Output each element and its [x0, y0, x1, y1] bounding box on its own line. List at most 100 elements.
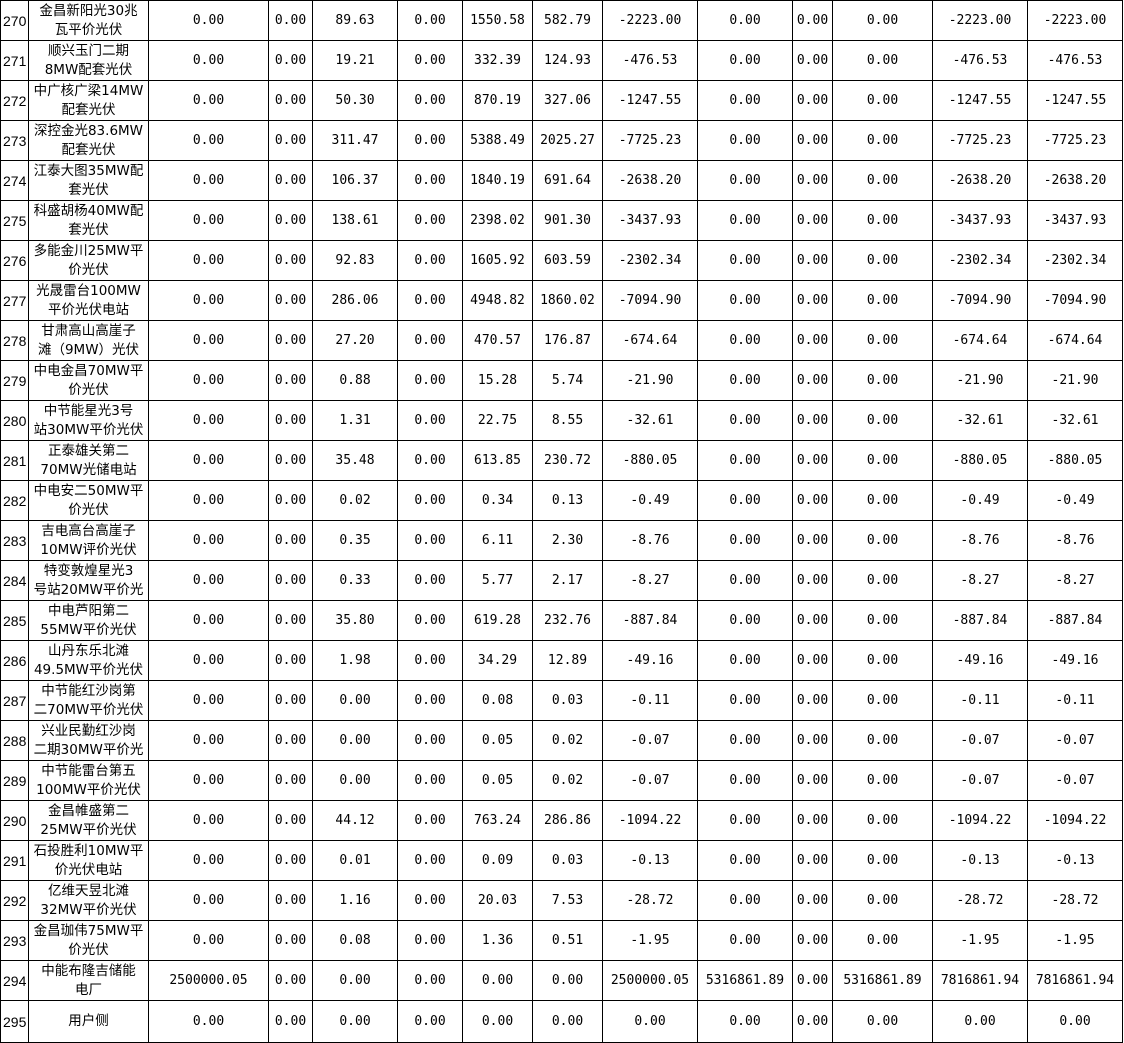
value-cell-11: -7725.23 [932, 120, 1028, 161]
value-cell-11: -0.07 [932, 760, 1028, 801]
value-cell-3: 35.48 [312, 440, 398, 481]
value-cell-9: 0.00 [792, 520, 833, 561]
value-cell-7: -32.61 [602, 400, 698, 441]
row-number: 294 [0, 960, 29, 1001]
value-cell-2: 0.00 [268, 560, 313, 601]
value-cell-2: 0.00 [268, 680, 313, 721]
table-row: 273 深控金光83.6MW 配套光伏 0.00 0.00 311.47 0.00 5388… [0, 120, 1123, 161]
value-cell-3: 35.80 [312, 600, 398, 641]
station-name: 光晟雷台100MW 平价光伏电站 [28, 280, 149, 321]
value-cell-10: 0.00 [832, 880, 933, 921]
table-row: 289 中节能雷台第五 100MW平价光伏 0.00 0.00 0.00 0.00 0.05… [0, 760, 1123, 801]
value-cell-2: 0.00 [268, 640, 313, 681]
value-cell-5: 763.24 [462, 800, 533, 841]
value-cell-1: 0.00 [148, 600, 269, 641]
value-cell-9: 0.00 [792, 640, 833, 681]
value-cell-9: 0.00 [792, 840, 833, 881]
value-cell-1: 0.00 [148, 1000, 269, 1043]
value-cell-7: -0.13 [602, 840, 698, 881]
value-cell-10: 0.00 [832, 120, 933, 161]
value-cell-9: 0.00 [792, 320, 833, 361]
value-cell-10: 0.00 [832, 600, 933, 641]
value-cell-4: 0.00 [397, 160, 463, 201]
station-name: 江泰大图35MW配 套光伏 [28, 160, 149, 201]
value-cell-6: 582.79 [532, 0, 603, 41]
value-cell-7: -476.53 [602, 40, 698, 81]
value-cell-4: 0.00 [397, 360, 463, 401]
value-cell-9: 0.00 [792, 440, 833, 481]
value-cell-4: 0.00 [397, 960, 463, 1001]
value-cell-8: 0.00 [697, 360, 793, 401]
value-cell-12: -28.72 [1027, 880, 1123, 921]
value-cell-3: 0.02 [312, 480, 398, 521]
value-cell-12: -7725.23 [1027, 120, 1123, 161]
value-cell-1: 0.00 [148, 80, 269, 121]
station-name: 多能金川25MW平 价光伏 [28, 240, 149, 281]
value-cell-3: 0.08 [312, 920, 398, 961]
value-cell-4: 0.00 [397, 400, 463, 441]
station-name: 金昌新阳光30兆 瓦平价光伏 [28, 0, 149, 41]
station-name: 中节能雷台第五 100MW平价光伏 [28, 760, 149, 801]
table-row: 292 亿维天昱北滩 32MW平价光伏 0.00 0.00 1.16 0.00 20.03 7… [0, 880, 1123, 921]
value-cell-4: 0.00 [397, 680, 463, 721]
value-cell-6: 2.17 [532, 560, 603, 601]
value-cell-11: -2638.20 [932, 160, 1028, 201]
value-cell-9: 0.00 [792, 680, 833, 721]
value-cell-9: 0.00 [792, 200, 833, 241]
value-cell-8: 0.00 [697, 80, 793, 121]
value-cell-10: 0.00 [832, 80, 933, 121]
value-cell-7: -1.95 [602, 920, 698, 961]
value-cell-10: 0.00 [832, 360, 933, 401]
value-cell-10: 0.00 [832, 640, 933, 681]
value-cell-3: 92.83 [312, 240, 398, 281]
value-cell-7: -2302.34 [602, 240, 698, 281]
row-number: 277 [0, 280, 29, 321]
value-cell-2: 0.00 [268, 840, 313, 881]
value-cell-7: -7725.23 [602, 120, 698, 161]
value-cell-11: -674.64 [932, 320, 1028, 361]
value-cell-8: 5316861.89 [697, 960, 793, 1001]
value-cell-9: 0.00 [792, 40, 833, 81]
station-name: 金昌帷盛第二 25MW平价光伏 [28, 800, 149, 841]
value-cell-6: 0.00 [532, 960, 603, 1001]
row-number: 282 [0, 480, 29, 521]
table-row: 278 甘肃高山高崖子 滩（9MW）光伏 0.00 0.00 27.20 0.00 470.… [0, 320, 1123, 361]
value-cell-12: -1247.55 [1027, 80, 1123, 121]
station-name: 中节能红沙岗第 二70MW平价光伏 [28, 680, 149, 721]
value-cell-7: -0.07 [602, 760, 698, 801]
value-cell-2: 0.00 [268, 600, 313, 641]
value-cell-6: 691.64 [532, 160, 603, 201]
value-cell-3: 0.00 [312, 960, 398, 1001]
value-cell-1: 0.00 [148, 200, 269, 241]
value-cell-8: 0.00 [697, 440, 793, 481]
station-name: 兴业民勤红沙岗 二期30MW平价光 [28, 720, 149, 761]
value-cell-11: -2223.00 [932, 0, 1028, 41]
value-cell-4: 0.00 [397, 40, 463, 81]
value-cell-12: -49.16 [1027, 640, 1123, 681]
value-cell-2: 0.00 [268, 960, 313, 1001]
value-cell-1: 0.00 [148, 480, 269, 521]
station-name: 中电安二50MW平 价光伏 [28, 480, 149, 521]
value-cell-11: 7816861.94 [932, 960, 1028, 1001]
value-cell-3: 89.63 [312, 0, 398, 41]
value-cell-6: 7.53 [532, 880, 603, 921]
value-cell-3: 106.37 [312, 160, 398, 201]
row-number: 278 [0, 320, 29, 361]
value-cell-3: 1.31 [312, 400, 398, 441]
value-cell-9: 0.00 [792, 80, 833, 121]
value-cell-4: 0.00 [397, 920, 463, 961]
value-cell-1: 0.00 [148, 720, 269, 761]
table-row: 271 顺兴玉门二期 8MW配套光伏 0.00 0.00 19.21 0.00 332.39… [0, 40, 1123, 81]
value-cell-1: 0.00 [148, 520, 269, 561]
value-cell-3: 1.98 [312, 640, 398, 681]
value-cell-5: 0.34 [462, 480, 533, 521]
value-cell-9: 0.00 [792, 280, 833, 321]
value-cell-2: 0.00 [268, 360, 313, 401]
value-cell-5: 15.28 [462, 360, 533, 401]
row-number: 285 [0, 600, 29, 641]
value-cell-6: 232.76 [532, 600, 603, 641]
value-cell-8: 0.00 [697, 0, 793, 41]
value-cell-2: 0.00 [268, 520, 313, 561]
value-cell-10: 0.00 [832, 160, 933, 201]
value-cell-12: -2638.20 [1027, 160, 1123, 201]
